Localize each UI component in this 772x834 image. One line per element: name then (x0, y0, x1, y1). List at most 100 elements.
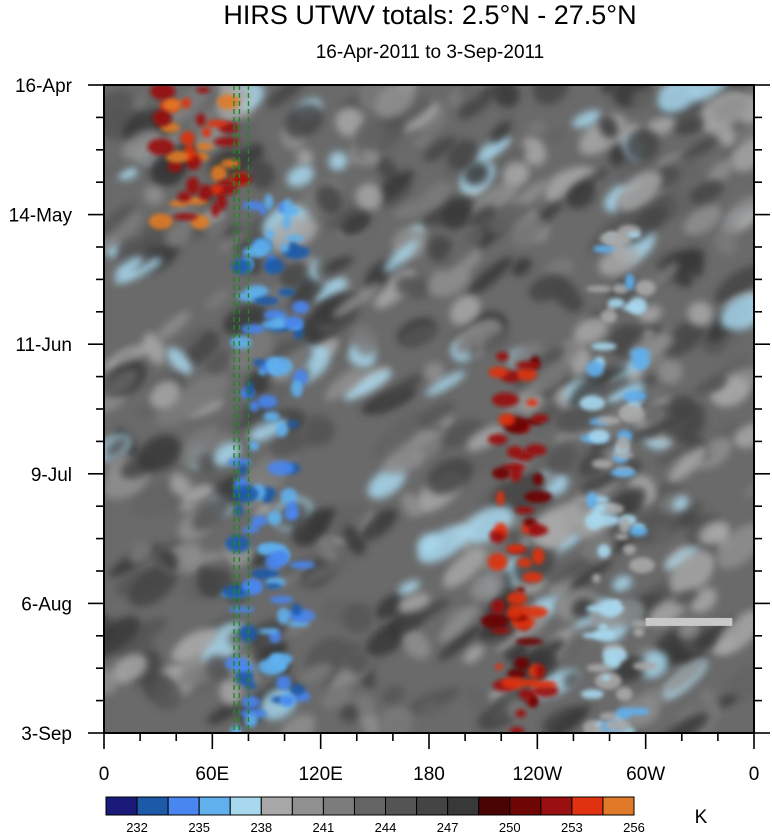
heatmap-feature-cell (627, 231, 641, 238)
x-tick-label: 0 (749, 764, 760, 785)
colorbar-label: 253 (561, 820, 583, 834)
colorbar-label: 235 (188, 820, 210, 834)
heatmap-feature-cell (195, 113, 206, 127)
heatmap-cell (115, 256, 144, 278)
heatmap-feature-cell (265, 661, 287, 671)
heatmap-cell (723, 663, 754, 702)
heatmap-cell (637, 665, 690, 690)
heatmap-cell (398, 580, 420, 596)
heatmap-feature-cell (487, 553, 508, 571)
heatmap-feature-cell (217, 94, 240, 110)
heatmap-feature-cell (262, 320, 285, 329)
heatmap-feature-cell (602, 647, 628, 664)
heatmap-cell (399, 323, 439, 347)
heatmap-cell (254, 502, 273, 518)
colorbar-swatch (478, 796, 511, 816)
heatmap-feature-cell (224, 656, 250, 671)
heatmap-cell (118, 635, 154, 661)
heatmap-cell (149, 380, 181, 410)
colorbar-label: 232 (126, 820, 148, 834)
heatmap-feature-cell (592, 244, 616, 253)
heatmap-cell (513, 351, 561, 393)
heatmap-feature-cell (593, 514, 621, 527)
heatmap-feature-cell (480, 613, 509, 629)
x-tick-label: 60E (195, 764, 229, 785)
x-tick-label: 60W (626, 764, 665, 785)
heatmap-cell (323, 256, 354, 273)
heatmap-cell (144, 184, 164, 205)
heatmap-cell (247, 159, 276, 190)
heatmap-feature-cell (509, 726, 525, 733)
heatmap-cell (442, 547, 486, 588)
heatmap-feature-cell (244, 713, 258, 728)
heatmap-feature-cell (148, 213, 173, 230)
heatmap-feature-cell (241, 695, 261, 709)
heatmap-feature-cell (196, 86, 210, 94)
heatmap-cell (217, 230, 248, 253)
heatmap-cell (205, 350, 231, 375)
heatmap-feature-cell (522, 571, 543, 583)
heatmap-cell (720, 294, 754, 331)
heatmap-feature-cell (524, 444, 547, 456)
heatmap-cell (128, 564, 178, 608)
colorbar-swatch (291, 796, 324, 816)
heatmap-feature-cell (491, 599, 506, 615)
heatmap-cell (165, 221, 192, 248)
heatmap-cell (714, 265, 754, 304)
heatmap-cell (546, 443, 577, 474)
heatmap-feature-cell (165, 150, 189, 164)
heatmap-feature-cell (163, 98, 181, 112)
heatmap-feature-cell (251, 568, 279, 580)
heatmap-cell (463, 645, 484, 664)
heatmap-cell (104, 158, 136, 178)
heatmap-cell (104, 369, 139, 398)
heatmap-cell (716, 610, 754, 655)
x-tick-label: 120W (513, 764, 563, 785)
heatmap-feature-cell (487, 433, 508, 445)
heatmap-feature-cell (607, 298, 625, 308)
heatmap-cell (714, 232, 737, 255)
x-tick-label: 180 (413, 764, 445, 785)
heatmap-cell (669, 550, 715, 595)
heatmap-feature-cell (495, 663, 504, 670)
heatmap-cell (395, 275, 415, 296)
heatmap-cell (595, 376, 630, 397)
heatmap-cell (381, 685, 405, 705)
heatmap-cell (166, 347, 192, 375)
heatmap-cell (343, 525, 366, 556)
heatmap-feature-cell (633, 626, 645, 637)
heatmap-feature-cell (620, 406, 634, 419)
heatmap-cell (266, 85, 305, 109)
heatmap-cell (104, 616, 141, 658)
heatmap-feature-cell (490, 532, 505, 544)
heatmap-feature-cell (245, 381, 254, 398)
heatmap-cell (653, 525, 672, 544)
heatmap-feature-cell (522, 679, 539, 686)
heatmap-feature-cell (268, 362, 284, 376)
colorbar-swatch (540, 796, 573, 816)
heatmap-cell (467, 256, 513, 296)
heatmap-feature-cell (491, 626, 511, 634)
heatmap-cell (104, 202, 136, 239)
heatmap-feature-cell (506, 591, 527, 606)
heatmap-cell (562, 671, 581, 689)
heatmap-feature-cell (228, 606, 255, 613)
heatmap-cell (328, 501, 369, 539)
heatmap-cell (684, 252, 704, 277)
heatmap-feature-cell (598, 623, 608, 631)
heatmap-cell (313, 277, 348, 303)
heatmap-cell (573, 316, 608, 345)
axis-ticks (88, 84, 770, 749)
heatmap-feature-cell (283, 316, 304, 330)
colorbar-swatch (136, 796, 169, 816)
heatmap-feature-cell (233, 485, 259, 503)
heatmap-feature-cell (180, 131, 195, 145)
heatmap-feature-cell (152, 109, 172, 127)
colorbar-swatch (416, 796, 449, 816)
heatmap-cell (383, 239, 419, 273)
colorbar-swatch (571, 796, 604, 816)
heatmap-cell (674, 117, 705, 135)
heatmap-cell (679, 138, 717, 161)
x-axis-labels: 0 60E 120E 180 120W 60W 0 (99, 764, 760, 785)
heatmap-feature-cell (619, 517, 631, 534)
